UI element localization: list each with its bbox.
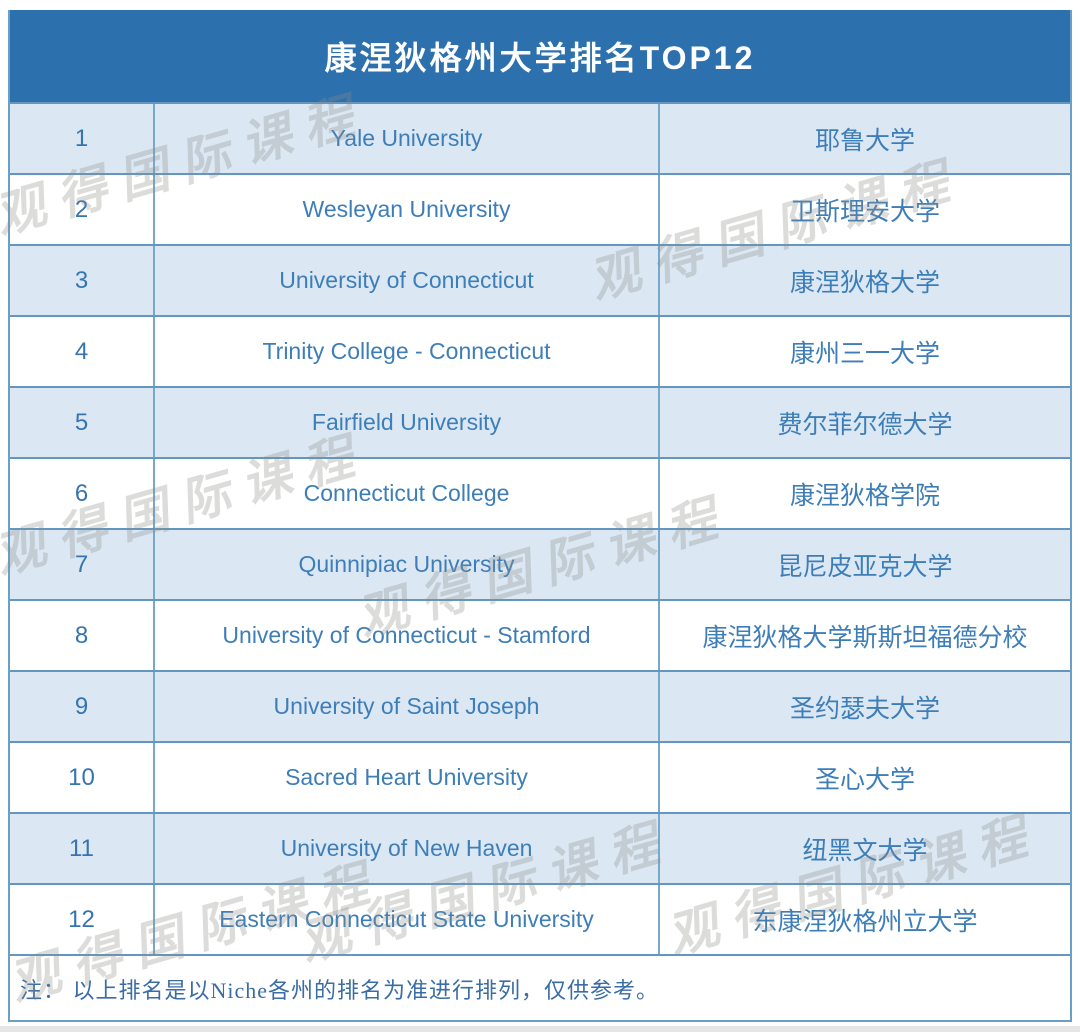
rank-cell: 8	[10, 601, 155, 670]
university-cn-cell: 康涅狄格大学斯斯坦福德分校	[702, 623, 1028, 652]
table-row: 7 Quinnipiac University 昆尼皮亚克大学	[10, 528, 1070, 599]
rank-cell: 12	[10, 885, 155, 954]
table-row: 9 University of Saint Joseph 圣约瑟夫大学	[10, 670, 1070, 741]
ranking-table: 康涅狄格州大学排名TOP12 1 Yale University 耶鲁大学 2 Wesl…	[8, 10, 1072, 1022]
table-title: 康涅狄格州大学排名TOP12	[324, 40, 756, 76]
rank-cell: 2	[10, 175, 155, 244]
university-en-cell: Quinnipiac University	[155, 530, 660, 599]
university-en-cell: Yale University	[155, 104, 660, 173]
university-cn-cell: 圣约瑟夫大学	[789, 694, 940, 723]
university-en-cell: Eastern Connecticut State University	[155, 885, 660, 954]
table-row: 4 Trinity College - Connecticut 康州三一大学	[10, 315, 1070, 386]
table-row: 6 Connecticut College 康涅狄格学院	[10, 457, 1070, 528]
university-cn-cell: 费尔菲尔德大学	[777, 410, 953, 439]
university-en-cell: Fairfield University	[155, 388, 660, 457]
table-body: 1 Yale University 耶鲁大学 2 Wesleyan University…	[10, 102, 1070, 954]
university-cn-cell: 康州三一大学	[789, 339, 940, 368]
table-row: 1 Yale University 耶鲁大学	[10, 102, 1070, 173]
rank-cell: 9	[10, 672, 155, 741]
table-row: 5 Fairfield University 费尔菲尔德大学	[10, 386, 1070, 457]
university-en-cell: University of Connecticut	[155, 246, 660, 315]
university-cn-cell: 康涅狄格学院	[789, 481, 940, 510]
rank-cell: 10	[10, 743, 155, 812]
university-en-cell: University of New Haven	[155, 814, 660, 883]
table-row: 10 Sacred Heart University 圣心大学	[10, 741, 1070, 812]
table-row: 2 Wesleyan University 卫斯理安大学	[10, 173, 1070, 244]
rank-cell: 3	[10, 246, 155, 315]
rank-cell: 5	[10, 388, 155, 457]
rank-cell: 4	[10, 317, 155, 386]
university-en-cell: University of Connecticut - Stamford	[155, 601, 660, 670]
note-text: 注： 以上排名是以Niche各州的排名为准进行排列，仅供参考。	[20, 978, 660, 1003]
university-en-cell: Connecticut College	[155, 459, 660, 528]
table-title-bar: 康涅狄格州大学排名TOP12	[10, 10, 1070, 102]
university-cn-cell: 纽黑文大学	[802, 836, 928, 865]
university-cn-cell: 耶鲁大学	[814, 126, 915, 155]
note-row: 注： 以上排名是以Niche各州的排名为准进行排列，仅供参考。	[10, 954, 1070, 1020]
university-en-cell: University of Saint Joseph	[155, 672, 660, 741]
table-row: 11 University of New Haven 纽黑文大学	[10, 812, 1070, 883]
university-cn-cell: 昆尼皮亚克大学	[777, 552, 953, 581]
rank-cell: 11	[10, 814, 155, 883]
university-cn-cell: 卫斯理安大学	[789, 197, 940, 226]
university-cn-cell: 康涅狄格大学	[789, 268, 940, 297]
university-cn-cell: 东康涅狄格州立大学	[752, 907, 978, 936]
table-row: 12 Eastern Connecticut State University 东康…	[10, 883, 1070, 954]
university-cn-cell: 圣心大学	[814, 765, 915, 794]
table-row: 8 University of Connecticut - Stamford 康涅狄…	[10, 599, 1070, 670]
university-en-cell: Trinity College - Connecticut	[155, 317, 660, 386]
rank-cell: 6	[10, 459, 155, 528]
university-en-cell: Sacred Heart University	[155, 743, 660, 812]
table-row: 3 University of Connecticut 康涅狄格大学	[10, 244, 1070, 315]
university-en-cell: Wesleyan University	[155, 175, 660, 244]
rank-cell: 7	[10, 530, 155, 599]
rank-cell: 1	[10, 104, 155, 173]
